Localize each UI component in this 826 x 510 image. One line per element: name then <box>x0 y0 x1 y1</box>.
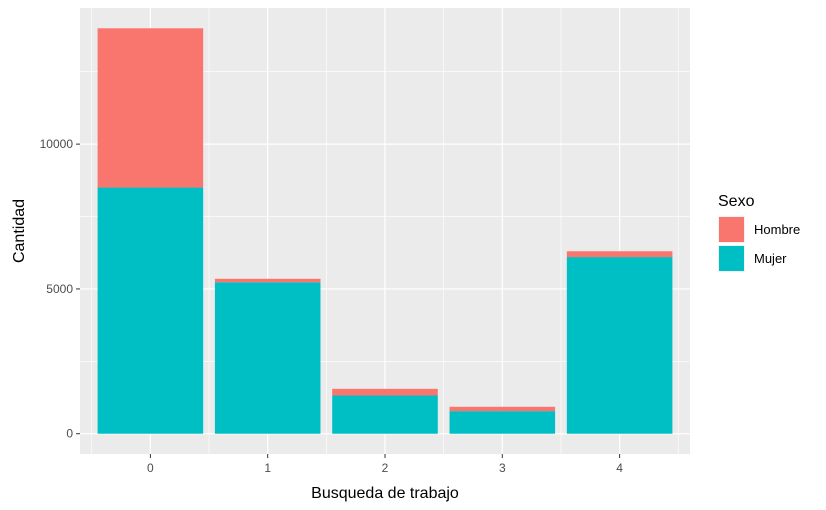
x-tick-label: 2 <box>382 461 389 475</box>
x-tick-label: 3 <box>499 461 506 475</box>
bar-mujer-1 <box>214 282 321 434</box>
bar-mujer-0 <box>97 187 204 434</box>
x-tick-label: 0 <box>147 461 154 475</box>
legend-title: Sexo <box>718 193 755 210</box>
bar-hombre-3 <box>449 406 556 412</box>
bar-hombre-4 <box>566 251 673 258</box>
y-axis: 0 5000 10000 <box>40 137 80 441</box>
bar-mujer-4 <box>566 257 673 434</box>
legend-swatch-mujer <box>719 246 744 271</box>
bar-mujer-2 <box>332 395 438 434</box>
legend-label-mujer: Mujer <box>754 251 787 266</box>
bar-hombre-1 <box>214 278 321 283</box>
bar-hombre-2 <box>332 388 438 396</box>
legend: Sexo Hombre Mujer <box>718 193 800 272</box>
y-axis-title: Cantidad <box>11 199 28 263</box>
bar-hombre-0 <box>97 28 204 188</box>
x-axis-title: Busqueda de trabajo <box>311 485 459 502</box>
x-tick-label: 1 <box>264 461 271 475</box>
legend-label-hombre: Hombre <box>754 222 800 237</box>
y-tick-label: 5000 <box>46 282 73 296</box>
y-tick-label: 0 <box>66 427 73 441</box>
y-tick-label: 10000 <box>40 137 74 151</box>
x-axis: 0 1 2 3 4 <box>147 454 623 475</box>
bar-mujer-3 <box>449 411 556 434</box>
x-tick-label: 4 <box>616 461 623 475</box>
legend-swatch-hombre <box>719 217 744 242</box>
bars <box>97 28 673 434</box>
